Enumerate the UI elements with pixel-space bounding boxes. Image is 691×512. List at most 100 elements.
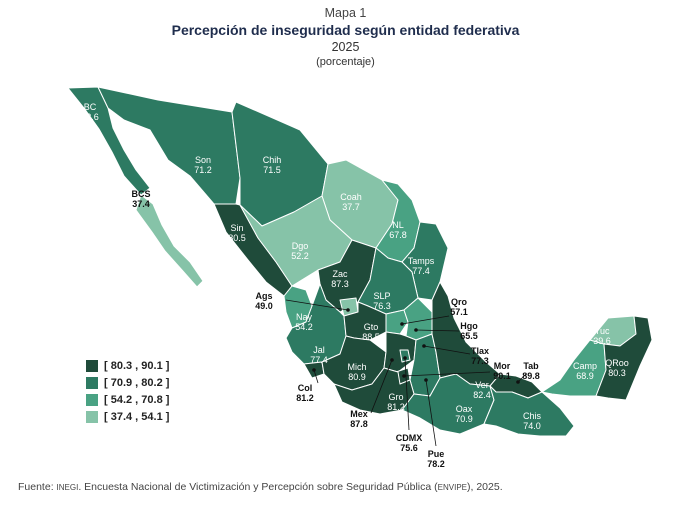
state-label-bcs: BCS 37.4: [131, 189, 150, 209]
state-value: 67.8: [389, 230, 407, 240]
leader-line-mex: [370, 359, 393, 414]
legend-label: [ 37.4 , 54.1 ]: [104, 410, 170, 423]
state-value: 71.5: [263, 165, 281, 175]
state-abbr: Chis: [523, 411, 542, 421]
state-abbr: Camp: [573, 361, 597, 371]
state-abbr: Yuc: [594, 326, 610, 336]
leader-dot-col: [312, 368, 316, 372]
state-abbr: Gto: [364, 322, 379, 332]
state-value: 70.9: [455, 414, 473, 424]
state-value: 72.6: [81, 112, 99, 122]
legend-swatch: [86, 359, 98, 372]
leader-line-ags: [285, 299, 349, 311]
leader-line-hgo: [415, 329, 460, 332]
state-label-mex: Mex 87.8: [350, 409, 368, 429]
state-label-cdmx: CDMX 75.6: [396, 433, 423, 453]
state-label-tlax: Tlax 77.3: [471, 346, 489, 366]
state-abbr: Tamps: [408, 256, 435, 266]
state-abbr: Tlax: [471, 346, 489, 356]
state-label-ags: Ags 49.0: [255, 291, 273, 311]
state-abbr: Sin: [230, 223, 243, 233]
legend-item: [ 80.3 , 90.1 ]: [86, 357, 169, 374]
state-label-bc: BC 72.6: [81, 102, 99, 122]
leader-dot-qro: [400, 322, 404, 326]
state-value: 54.2: [295, 322, 313, 332]
state-abbr: BCS: [131, 189, 150, 199]
state-label-gto: Gto 88.5: [362, 322, 380, 342]
state-label-camp: Camp 68.9: [573, 361, 597, 381]
state-value: 77.3: [471, 356, 489, 366]
state-label-nl: NL 67.8: [389, 220, 407, 240]
state-label-dgo: Dgo 52.2: [291, 241, 309, 261]
legend-swatch: [86, 410, 98, 423]
state-value: 76.3: [373, 301, 391, 311]
state-value: 80.9: [348, 372, 366, 382]
legend-label: [ 54.2 , 70.8 ]: [104, 393, 170, 406]
state-label-mich: Mich 80.9: [347, 362, 366, 382]
state-label-pue: Pue 78.2: [427, 449, 445, 469]
state-label-mor: Mor 90.1: [493, 361, 511, 381]
state-label-chih: Chih 71.5: [263, 155, 282, 175]
state-abbr: SLP: [373, 291, 390, 301]
state-value: 37.4: [132, 199, 150, 209]
leader-dot-ags: [346, 308, 350, 312]
legend-label: [ 80.3 , 90.1 ]: [104, 359, 170, 372]
state-value: 87.8: [350, 419, 368, 429]
source-suffix: ), 2025.: [467, 481, 503, 493]
state-abbr: QRoo: [605, 358, 629, 368]
state-qro: [385, 309, 409, 335]
source-org: INEGI: [56, 483, 79, 492]
state-label-yuc: Yuc 39.6: [593, 326, 611, 346]
state-value: 88.5: [362, 332, 380, 342]
state-label-jal: Jal 77.4: [310, 345, 328, 365]
leader-dot-tlax: [422, 344, 426, 348]
state-value: 77.4: [310, 355, 328, 365]
state-value: 68.9: [576, 371, 594, 381]
leader-line-cdmx: [404, 357, 410, 431]
state-value: 89.8: [522, 371, 540, 381]
state-label-oax: Oax 70.9: [455, 404, 473, 424]
state-value: 57.1: [450, 307, 468, 317]
state-label-nay: Nay 54.2: [295, 312, 313, 332]
state-value: 87.3: [331, 279, 349, 289]
state-value: 80.3: [608, 368, 626, 378]
leader-dot-hgo: [414, 328, 418, 332]
state-abbr: Pue: [428, 449, 445, 459]
legend: [ 80.3 , 90.1 ] [ 70.9 , 80.2 ] [ 54.2 ,…: [86, 357, 169, 425]
state-label-ver: Ver 82.4: [473, 380, 491, 400]
state-abbr: NL: [392, 220, 404, 230]
state-label-qroo: QRoo 80.3: [605, 358, 629, 378]
state-label-tab: Tab 89.8: [522, 361, 540, 381]
state-label-tamps: Tamps 77.4: [408, 256, 435, 276]
state-abbr: Chih: [263, 155, 282, 165]
state-abbr: Hgo: [460, 321, 478, 331]
leader-dot-pue: [424, 378, 428, 382]
state-cdmx: [399, 349, 411, 363]
state-label-coah: Coah 37.7: [340, 192, 362, 212]
leader-line-pue: [425, 379, 437, 447]
state-abbr: BC: [84, 102, 97, 112]
state-abbr: Mor: [494, 361, 511, 371]
state-abbr: Oax: [456, 404, 473, 414]
source-text: . Encuesta Nacional de Victimización y P…: [78, 481, 438, 493]
state-value: 80.5: [228, 233, 246, 243]
leader-dot-cdmx: [403, 356, 407, 360]
state-abbr: Son: [195, 155, 211, 165]
legend-item: [ 54.2 , 70.8 ]: [86, 391, 169, 408]
state-label-sin: Sin 80.5: [228, 223, 246, 243]
state-abbr: Mex: [350, 409, 368, 419]
map-unit: (porcentaje): [316, 56, 375, 68]
state-value: 78.2: [427, 459, 445, 469]
state-chis: [483, 385, 575, 437]
state-label-hgo: Hgo 65.5: [460, 321, 478, 341]
state-abbr: Ags: [255, 291, 272, 301]
state-abbr: Col: [298, 383, 313, 393]
state-abbr: Ver: [475, 380, 489, 390]
state-value: 82.4: [473, 390, 491, 400]
state-value: 37.7: [342, 202, 360, 212]
leader-line-tlax: [423, 345, 471, 355]
state-abbr: Nay: [296, 312, 313, 322]
map-label: Mapa 1: [324, 6, 367, 20]
state-label-son: Son 71.2: [194, 155, 212, 175]
legend-item: [ 70.9 , 80.2 ]: [86, 374, 169, 391]
